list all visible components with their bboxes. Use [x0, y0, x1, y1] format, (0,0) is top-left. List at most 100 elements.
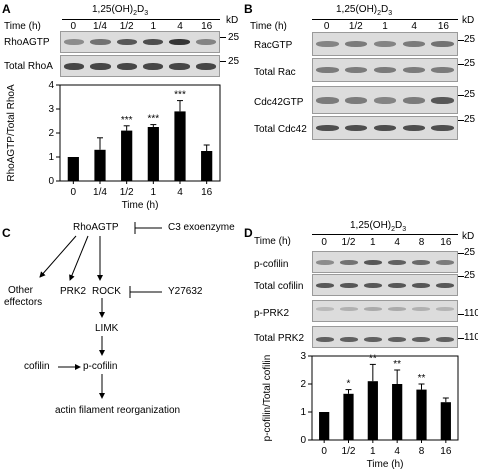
node-prk2: PRK2	[60, 286, 87, 297]
blot-band	[373, 96, 397, 104]
blot-band	[315, 282, 335, 288]
panel-b-treatment-line	[312, 19, 458, 20]
marker-total-rhoa: 25	[228, 56, 240, 67]
blot-band	[431, 96, 454, 104]
blot-band	[316, 67, 339, 73]
blot-label-rhoagtp: RhoAGTP	[4, 37, 50, 48]
time-label: 0	[321, 237, 327, 248]
blot-rhoagtp	[60, 31, 220, 53]
blot-band	[316, 96, 339, 104]
bar	[319, 412, 330, 440]
blot-band	[435, 336, 455, 342]
time-label: 1	[370, 237, 376, 248]
marker-tick	[458, 314, 464, 315]
time-label: 1	[382, 21, 388, 32]
panel-d-label: D	[244, 226, 253, 240]
blot-band	[90, 39, 111, 45]
blot-band	[431, 125, 454, 131]
marker-total-cofilin: 25	[464, 270, 476, 281]
significance-mark: ***	[121, 115, 133, 126]
marker-total-cdc42: 25	[464, 114, 476, 125]
blot-band	[339, 307, 359, 311]
node-other-line2: effectors	[4, 297, 43, 308]
blot-band	[315, 259, 335, 265]
y-axis-label: p-cofilin/Total cofilin	[262, 355, 273, 442]
x-tick-label: 16	[201, 187, 213, 198]
bar	[67, 157, 79, 181]
panel-c-label: C	[2, 226, 11, 240]
blot-band	[411, 307, 431, 311]
panel-a-label: A	[2, 2, 11, 16]
blot-band	[402, 125, 426, 131]
blot-total-cofilin	[312, 274, 458, 296]
blot-band	[316, 41, 339, 47]
blot-band	[315, 307, 335, 311]
marker-tick	[220, 37, 226, 38]
panel-d-treatment-line	[312, 234, 458, 235]
x-axis-label: Time (h)	[367, 459, 404, 470]
blot-cdc42gtp	[312, 86, 458, 114]
time-label: 1/4	[93, 21, 107, 32]
blot-band	[411, 259, 431, 265]
blot-p-prk2	[312, 300, 458, 322]
marker-tick	[220, 61, 226, 62]
blot-total-cdc42	[312, 116, 458, 140]
time-label: 16	[440, 237, 452, 248]
node-cofilin: cofilin	[24, 361, 50, 372]
time-label: 8	[418, 237, 425, 248]
time-label: 16	[201, 21, 213, 32]
bar	[392, 384, 403, 440]
significance-mark: **	[418, 373, 426, 384]
marker-racgtp: 25	[464, 34, 476, 45]
blot-band	[169, 62, 190, 70]
blot-band	[195, 62, 217, 70]
blot-band	[63, 62, 85, 70]
time-label: 1/2	[348, 21, 363, 32]
blot-band	[411, 282, 431, 288]
chart-frame	[311, 355, 459, 441]
marker-p-cofilin: 25	[464, 247, 476, 258]
x-axis-label: Time (h)	[122, 200, 159, 211]
panel-b-kd: kD	[462, 15, 475, 26]
bar	[201, 151, 213, 181]
blot-band	[344, 67, 368, 73]
x-tick-label: 0	[71, 187, 77, 198]
blot-band	[387, 336, 407, 342]
significance-mark: **	[393, 359, 401, 370]
blot-band	[402, 67, 426, 73]
significance-mark: *	[347, 379, 351, 390]
blot-band	[435, 307, 455, 311]
x-tick-label: 16	[440, 446, 452, 457]
y-tick-label: 3	[48, 104, 54, 115]
blot-total-rac	[312, 58, 458, 82]
panel-a-time-label: Time (h)	[4, 21, 41, 32]
blot-band	[142, 62, 164, 70]
time-label: 1	[150, 21, 157, 32]
blot-band	[344, 125, 368, 131]
blot-total-rhoa	[60, 55, 220, 77]
x-tick-label: 1/2	[342, 446, 356, 457]
time-label: 16	[437, 21, 449, 32]
blot-band	[315, 336, 335, 342]
blot-racgtp	[312, 32, 458, 56]
blot-band	[339, 282, 359, 288]
panel-a-treatment: 1,25(OH)2D3	[92, 4, 149, 17]
node-p-cofilin: p-cofilin	[83, 361, 118, 372]
blot-label-p-prk2: p-PRK2	[254, 308, 290, 319]
marker-total-rac: 25	[464, 58, 476, 69]
blot-band	[431, 41, 454, 47]
y-axis-label: RhoAGTP/Total RhoA	[6, 84, 17, 182]
blot-band	[116, 39, 138, 45]
y-tick-label: 2	[48, 128, 54, 139]
blot-band	[373, 67, 397, 73]
marker-tick	[458, 95, 464, 96]
panel-d-treatment: 1,25(OH)2D3	[350, 220, 407, 233]
blot-band	[402, 41, 426, 47]
blot-band	[316, 125, 339, 131]
y-tick-label: 4	[48, 80, 54, 91]
panel-d-kd: kD	[462, 231, 475, 242]
blot-band	[435, 259, 455, 265]
blot-band	[373, 125, 397, 131]
blot-band	[387, 259, 407, 265]
